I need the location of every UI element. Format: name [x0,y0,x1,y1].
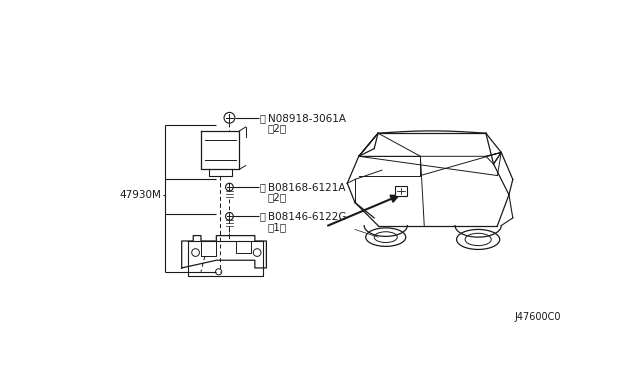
Text: Ⓑ: Ⓑ [259,182,266,192]
Text: 47930M: 47930M [120,190,162,200]
Text: Ⓑ: Ⓑ [259,211,266,221]
Text: N08918-3061A: N08918-3061A [268,114,346,124]
Text: （2）: （2） [268,123,287,133]
Text: （1）: （1） [268,222,287,232]
Text: B08168-6121A: B08168-6121A [268,183,346,193]
Text: B08146-6122G: B08146-6122G [268,212,346,222]
Bar [395,186,407,196]
Text: Ⓝ: Ⓝ [259,113,266,123]
Text: J47600C0: J47600C0 [514,312,561,322]
Text: （2）: （2） [268,192,287,202]
